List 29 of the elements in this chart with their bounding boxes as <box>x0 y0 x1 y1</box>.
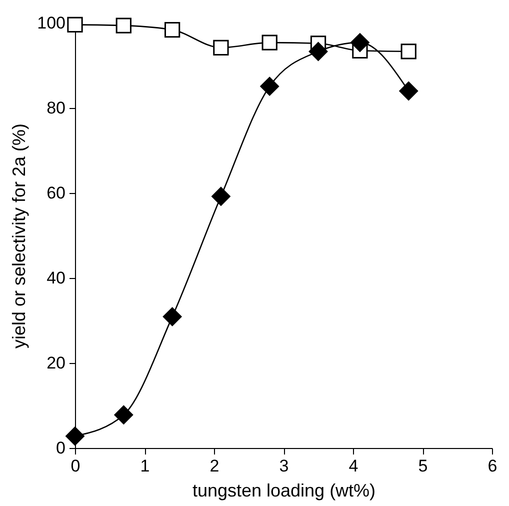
point <box>114 405 134 424</box>
x-tick-label: 5 <box>418 456 428 476</box>
y-tick-label: 80 <box>46 98 66 118</box>
x-tick-label: 3 <box>279 456 289 476</box>
x-tick-label: 4 <box>348 456 358 476</box>
point <box>212 186 230 206</box>
x-tick-label: 2 <box>210 456 220 476</box>
point <box>66 426 84 446</box>
x-axis-title: tungsten loading (wt%) <box>192 480 376 500</box>
y-tick-label: 40 <box>46 268 66 288</box>
point <box>213 40 229 56</box>
y-tick-label: 20 <box>46 354 66 372</box>
point <box>400 44 416 60</box>
point <box>262 34 278 50</box>
point <box>164 22 180 38</box>
point <box>67 16 83 33</box>
point <box>162 307 182 326</box>
y-tick-label: 100 <box>37 14 66 32</box>
point <box>260 76 280 96</box>
x-tick-label: 0 <box>70 456 80 476</box>
point <box>350 33 370 52</box>
y-tick-label: 0 <box>56 438 66 458</box>
point <box>308 42 328 61</box>
y-tick-label: 60 <box>46 184 66 202</box>
point <box>399 82 418 100</box>
x-tick-label: 6 <box>488 456 498 476</box>
point <box>116 18 132 34</box>
y-axis-title: yield or selectivity for 2a (%) <box>9 123 30 349</box>
x-tick-label: 1 <box>140 456 150 476</box>
